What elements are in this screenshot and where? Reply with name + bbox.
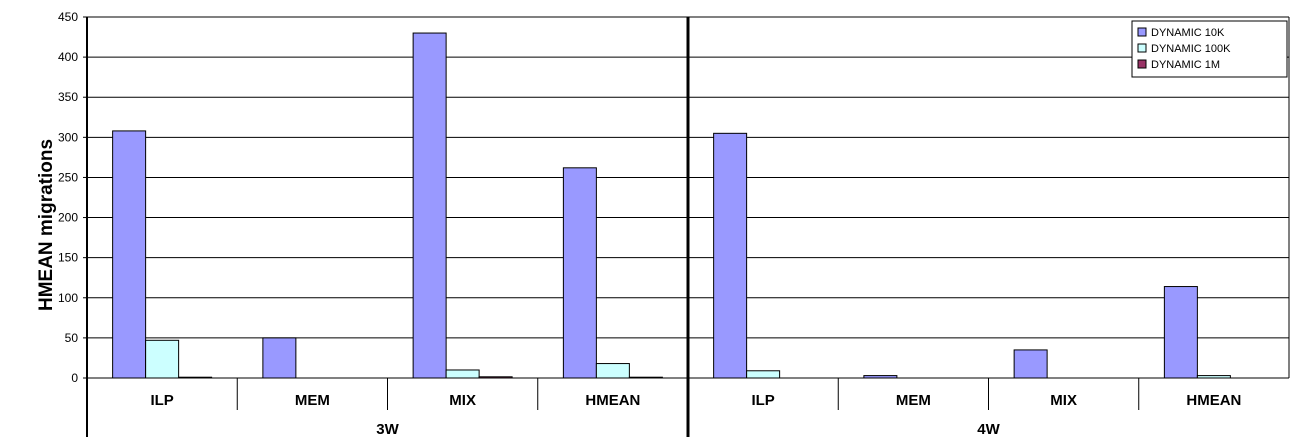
legend-label: DYNAMIC 10K bbox=[1151, 27, 1225, 39]
bar bbox=[713, 132, 748, 379]
y-tick-label: 350 bbox=[58, 90, 78, 104]
x-category-label: HMEAN bbox=[1186, 392, 1241, 409]
bar bbox=[1163, 286, 1198, 379]
legend-box bbox=[1131, 20, 1288, 78]
bar bbox=[746, 370, 781, 379]
bar bbox=[445, 369, 480, 379]
y-tick-label: 250 bbox=[58, 170, 78, 184]
bar bbox=[595, 363, 630, 379]
y-tick-label: 150 bbox=[58, 251, 78, 265]
x-category-label: HMEAN bbox=[585, 392, 640, 409]
legend-swatch bbox=[1137, 27, 1147, 37]
x-category-label: MEM bbox=[896, 392, 931, 409]
bar bbox=[145, 339, 180, 379]
y-tick-label: 450 bbox=[58, 10, 78, 24]
x-category-label: MIX bbox=[449, 392, 476, 409]
legend: DYNAMIC 10K DYNAMIC 100K DYNAMIC 1M bbox=[1131, 20, 1288, 78]
bar bbox=[412, 32, 447, 379]
x-group-label: 4W bbox=[977, 421, 1000, 437]
x-category-label: ILP bbox=[150, 392, 173, 409]
bar bbox=[112, 130, 147, 379]
bar bbox=[562, 167, 597, 379]
legend-label: DYNAMIC 1M bbox=[1151, 59, 1220, 71]
bar bbox=[1013, 349, 1048, 379]
y-tick-label: 100 bbox=[58, 291, 78, 305]
y-tick-label: 0 bbox=[71, 371, 78, 385]
y-axis-label: HMEAN migrations bbox=[36, 139, 57, 311]
x-group-label: 3W bbox=[376, 421, 399, 437]
axes bbox=[83, 16, 1290, 437]
x-category-labels: ILP MEM MIX HMEAN 3W ILP MEM MIX HMEAN 4W bbox=[150, 392, 1241, 437]
x-category-label: MIX bbox=[1050, 392, 1077, 409]
y-tick-label: 200 bbox=[58, 211, 78, 225]
legend-swatch bbox=[1137, 43, 1147, 53]
x-category-label: MEM bbox=[295, 392, 330, 409]
y-tick-label: 400 bbox=[58, 50, 78, 64]
y-tick-label: 50 bbox=[65, 331, 79, 345]
legend-label: DYNAMIC 100K bbox=[1151, 43, 1231, 55]
y-tick-label: 300 bbox=[58, 130, 78, 144]
bars bbox=[112, 32, 1231, 379]
bar bbox=[262, 337, 297, 379]
legend-swatch bbox=[1137, 59, 1147, 69]
x-category-label: ILP bbox=[751, 392, 774, 409]
y-tick-labels: 0 50 100 150 200 250 300 350 400 450 bbox=[58, 10, 78, 385]
